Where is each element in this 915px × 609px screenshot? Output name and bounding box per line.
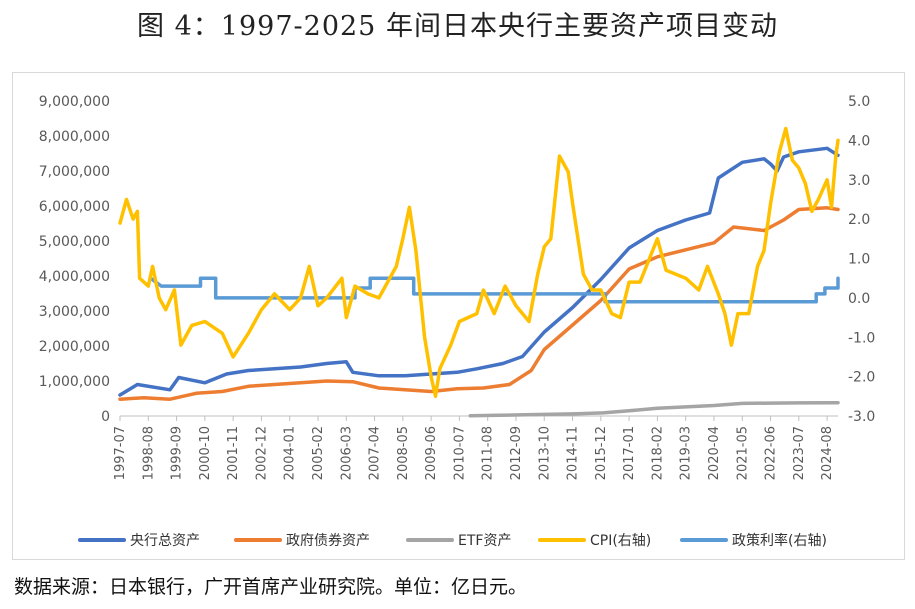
data-source-note: 数据来源：日本银行，广开首席产业研究院。单位：亿日元。 <box>14 576 528 598</box>
right-axis-tick-label: 1.0 <box>848 252 870 268</box>
legend-label: 政策利率(右轴) <box>732 532 827 549</box>
x-axis-tick-label: 2022-06 <box>764 426 779 480</box>
x-axis-tick-label: 2007-04 <box>368 426 383 480</box>
x-axis-tick-label: 2023-07 <box>792 426 807 480</box>
right-axis-tick-label: 0.0 <box>848 291 870 307</box>
x-axis-tick-label: 1997-07 <box>113 426 128 480</box>
x-axis-tick-label: 1999-09 <box>170 426 185 480</box>
left-axis-tick-label: 9,000,000 <box>39 94 110 110</box>
x-axis-tick-label: 2015-12 <box>594 426 609 480</box>
legend-label: 央行总资产 <box>130 533 200 549</box>
right-axis-tick-label: -1.0 <box>848 330 875 346</box>
x-axis-tick-label: 2006-03 <box>339 426 354 480</box>
x-axis-tick-label: 2008-05 <box>396 426 411 480</box>
x-axis-tick-label: 2014-11 <box>566 426 581 480</box>
x-axis-tick-label: 2020-04 <box>707 426 722 480</box>
left-axis-tick-label: 8,000,000 <box>39 129 110 145</box>
series-line <box>118 126 840 399</box>
left-axis-tick-label: 7,000,000 <box>39 164 110 180</box>
right-axis-tick-label: 2.0 <box>848 212 870 228</box>
x-axis-tick-label: 2024-08 <box>820 426 835 480</box>
series-line <box>118 206 840 401</box>
x-axis-tick-label: 1998-08 <box>141 426 156 480</box>
series-line <box>468 400 840 418</box>
x-axis-tick-label: 2019-03 <box>679 426 694 480</box>
x-axis-tick-label: 2001-11 <box>226 426 241 480</box>
left-axis-tick-label: 3,000,000 <box>39 304 110 320</box>
x-axis-tick-label: 2009-06 <box>424 426 439 480</box>
x-axis-tick-label: 2012-09 <box>509 426 524 480</box>
legend-label: 政府债券资产 <box>286 533 370 549</box>
left-axis-tick-label: 1,000,000 <box>39 374 110 390</box>
left-axis-tick-label: 4,000,000 <box>39 269 110 285</box>
series-line <box>148 276 840 304</box>
x-axis-tick-label: 2018-02 <box>650 426 665 480</box>
x-axis-tick-label: 2021-05 <box>735 426 750 480</box>
x-axis-tick-label: 2013-10 <box>537 426 552 480</box>
left-axis-tick-label: 5,000,000 <box>39 234 110 250</box>
series-line <box>118 146 840 397</box>
right-axis-tick-label: 3.0 <box>848 173 870 189</box>
left-axis-tick-label: 0 <box>101 409 110 425</box>
x-axis-tick-label: 2011-08 <box>481 426 496 480</box>
right-axis-tick-label: 4.0 <box>848 133 870 149</box>
left-axis-tick-label: 2,000,000 <box>39 339 110 355</box>
chart-frame <box>12 72 905 560</box>
x-axis-tick-label: 2017-01 <box>622 426 637 480</box>
right-axis-tick-label: -2.0 <box>848 370 875 386</box>
left-axis-tick-label: 6,000,000 <box>39 199 110 215</box>
legend-label: ETF资产 <box>458 533 511 549</box>
x-axis-tick-label: 2005-02 <box>311 426 326 480</box>
legend-label: CPI(右轴) <box>590 533 651 549</box>
x-axis-tick-label: 2002-12 <box>254 426 269 480</box>
chart-title: 图 4：1997-2025 年间日本央行主要资产项目变动 <box>137 11 778 42</box>
x-axis-tick-label: 2004-01 <box>283 426 298 480</box>
right-axis-tick-label: 5.0 <box>848 94 870 110</box>
x-axis-tick-label: 2010-07 <box>452 426 467 480</box>
x-axis-tick-label: 2000-10 <box>198 426 213 480</box>
right-axis-tick-label: -3.0 <box>848 409 875 425</box>
